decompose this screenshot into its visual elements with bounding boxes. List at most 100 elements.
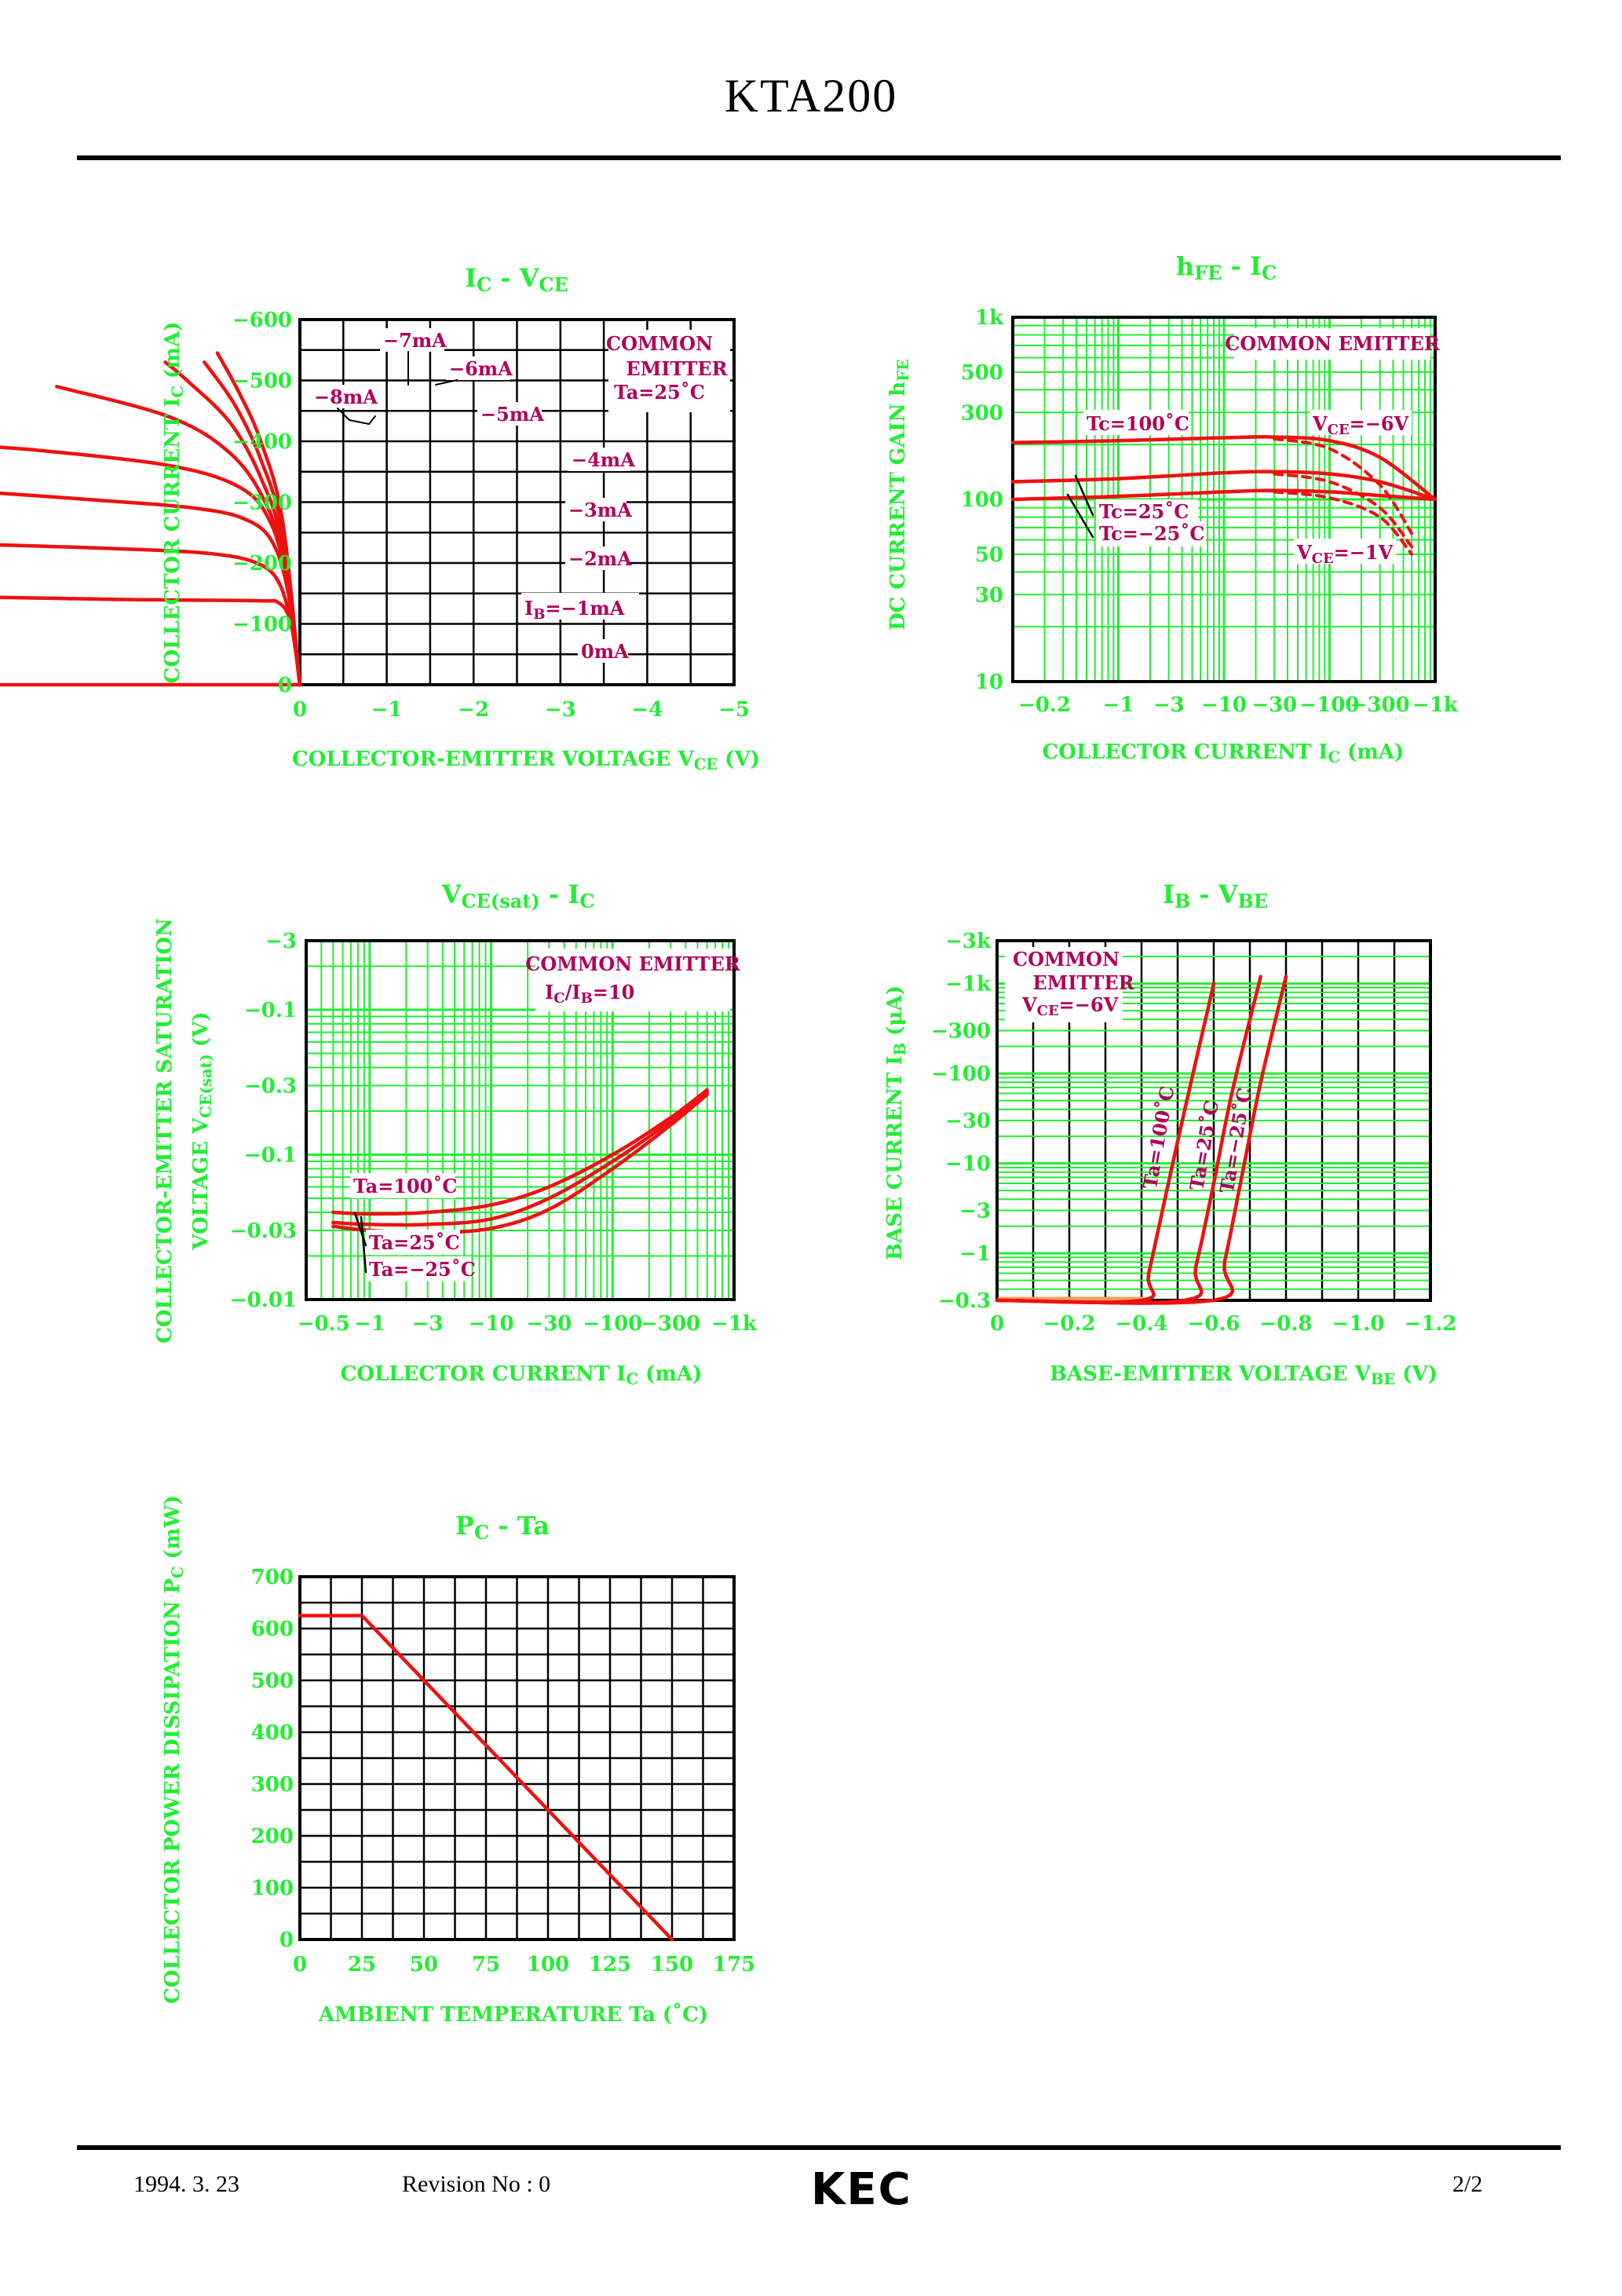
ic-vce-xtick: −2 — [458, 698, 489, 722]
vcesat-xtick: −0.5 — [298, 1312, 350, 1336]
footer-rule — [77, 2145, 1561, 2150]
ic-vce-annot: EMITTER — [626, 357, 728, 380]
ibvbe-annot: VCE=−6V — [1021, 993, 1119, 1019]
ic-vce-label-bg — [311, 385, 375, 408]
ic-vce-pointer — [337, 408, 370, 425]
hfe-series-line-dashed — [1273, 490, 1414, 556]
pcta-xtick: 75 — [472, 1953, 500, 1976]
hfe-series-label: VCE=−1V — [1296, 541, 1394, 567]
ic-vce-series-label: −2mA — [568, 547, 632, 570]
hfe-pointer — [1066, 493, 1094, 539]
ic-vce-series-label: 0mA — [581, 640, 629, 663]
ic-vce-ytick: −200 — [232, 552, 292, 576]
pcta-ytick: 300 — [251, 1773, 294, 1797]
ic-vce-label-bg — [521, 593, 639, 620]
vcesat-ytick: −0.3 — [244, 1074, 297, 1098]
hfe-xlabel: COLLECTOR CURRENT IC (mA) — [1043, 740, 1405, 766]
ic-vce-xtick: −3 — [545, 698, 576, 722]
hfe-series-label: Tc=−25˚C — [1099, 522, 1204, 545]
vcesat-series-line — [331, 1088, 709, 1216]
ic-vce-xtick: −4 — [631, 698, 663, 722]
vcesat-xtick: −3 — [412, 1312, 444, 1336]
ic-vce-xtick: 0 — [293, 698, 307, 722]
vcesat-series-label: Ta=−25˚C — [369, 1258, 476, 1281]
pcta-frame — [298, 1575, 736, 1941]
pcta-xtick: 150 — [651, 1953, 693, 1976]
pcta-ytick: 0 — [279, 1929, 294, 1952]
vcesat-annot-box — [535, 949, 730, 1011]
footer-revision: Revision No : 0 — [402, 2171, 551, 2197]
footer-date: 1994. 3. 23 — [133, 2171, 239, 2197]
vcesat-xtick: −10 — [469, 1312, 514, 1336]
kec-logo: KEC — [811, 2164, 912, 2215]
ibvbe-title: IB - VBE — [1163, 879, 1268, 912]
pcta-ytick: 200 — [251, 1825, 294, 1848]
hfe-xtick: −300 — [1350, 693, 1410, 717]
vcesat-frame — [305, 939, 736, 1301]
ibvbe-annot-box — [1005, 947, 1123, 1022]
ibvbe-ytick: −1k — [945, 973, 992, 996]
ic-vce-annot: COMMON — [606, 332, 713, 355]
ibvbe-xlabel: BASE-EMITTER VOLTAGE VBE (V) — [1050, 1362, 1438, 1388]
pcta-ytick: 400 — [251, 1721, 294, 1745]
vcesat-series-label: Ta=25˚C — [369, 1231, 460, 1254]
hfe-series-label: Tc=100˚C — [1087, 412, 1189, 435]
vcesat-annot: COMMON EMITTER — [525, 952, 741, 975]
ic-vce-title: IC - VCE — [465, 263, 568, 296]
ibvbe-xtick: −0.2 — [1043, 1312, 1095, 1336]
ic-vce-ytick: −100 — [232, 613, 292, 637]
ibvbe-ytick: −10 — [945, 1153, 991, 1176]
header-rule — [77, 155, 1561, 160]
ic-vce-ytick: −300 — [232, 492, 292, 515]
vcesat-ytick: −0.1 — [244, 999, 297, 1022]
vcesat-series-line — [331, 1090, 709, 1227]
vcesat-ylabel: COLLECTOR-EMITTER SATURATION — [153, 918, 177, 1344]
hfe-xtick: −0.2 — [1018, 693, 1071, 717]
pcta-xtick: 25 — [348, 1953, 376, 1976]
ibvbe-annot: COMMON — [1013, 948, 1120, 971]
ic-vce-series-label: −6mA — [449, 357, 513, 380]
hfe-ytick: 50 — [975, 543, 1003, 567]
ic-vce-series-label: IB=−1mA — [524, 597, 625, 623]
hfe-xtick: −3 — [1153, 693, 1185, 717]
pcta-series-line — [298, 1614, 674, 1942]
ic-vce-series-line — [0, 595, 302, 687]
ic-vce-label-bg — [565, 547, 627, 570]
vcesat-pointer — [360, 1216, 367, 1274]
vcesat-label-bg — [350, 1173, 455, 1198]
hfe-label-bg — [1083, 410, 1189, 435]
ic-vce-label-bg — [477, 402, 542, 426]
page-title: KTA200 — [724, 70, 898, 122]
ibvbe-ytick: −0.3 — [938, 1289, 991, 1313]
vcesat-annot: IC/IB=10 — [545, 981, 634, 1007]
hfe-ylabel: DC CURRENT GAIN hFE — [886, 359, 912, 631]
hfe-xtick: −100 — [1299, 693, 1359, 717]
vcesat-xtick: −300 — [641, 1312, 700, 1336]
pcta-ytick: 600 — [251, 1618, 294, 1641]
ic-vce-label-bg — [568, 448, 630, 471]
hfe-series-label: Tc=25˚C — [1099, 500, 1189, 523]
pcta-ytick: 700 — [251, 1566, 294, 1589]
ibvbe-ytick: −3k — [945, 930, 992, 953]
hfe-ytick: 500 — [961, 361, 1003, 385]
vcesat-xtick: −100 — [583, 1312, 642, 1336]
pcta-xtick: 50 — [410, 1953, 438, 1976]
ic-vce-series-label: −7mA — [383, 329, 447, 352]
ic-vce-xlabel: COLLECTOR-EMITTER VOLTAGE VCE (V) — [292, 748, 760, 773]
ibvbe-ytick: −3 — [959, 1200, 991, 1223]
pcta-xlabel: AMBIENT TEMPERATURE Ta (˚C) — [318, 2003, 708, 2027]
hfe-series-label: VCE=−6V — [1312, 412, 1409, 438]
hfe-label-bg — [1310, 410, 1412, 435]
hfe-annot: COMMON EMITTER — [1225, 332, 1441, 355]
hfe-xtick: −1k — [1412, 693, 1459, 717]
pcta-ytick: 500 — [251, 1669, 294, 1693]
ic-vce-series-label: −8mA — [314, 386, 378, 408]
hfe-ytick: 30 — [975, 583, 1003, 607]
vcesat-ytick: −0.03 — [230, 1219, 297, 1243]
hfe-xtick: −30 — [1251, 693, 1297, 717]
vcesat-label-bg — [366, 1230, 460, 1255]
hfe-xtick: −1 — [1103, 693, 1134, 717]
ibvbe-xtick: −0.8 — [1259, 1312, 1312, 1336]
ibvbe-annot: EMITTER — [1032, 971, 1134, 994]
